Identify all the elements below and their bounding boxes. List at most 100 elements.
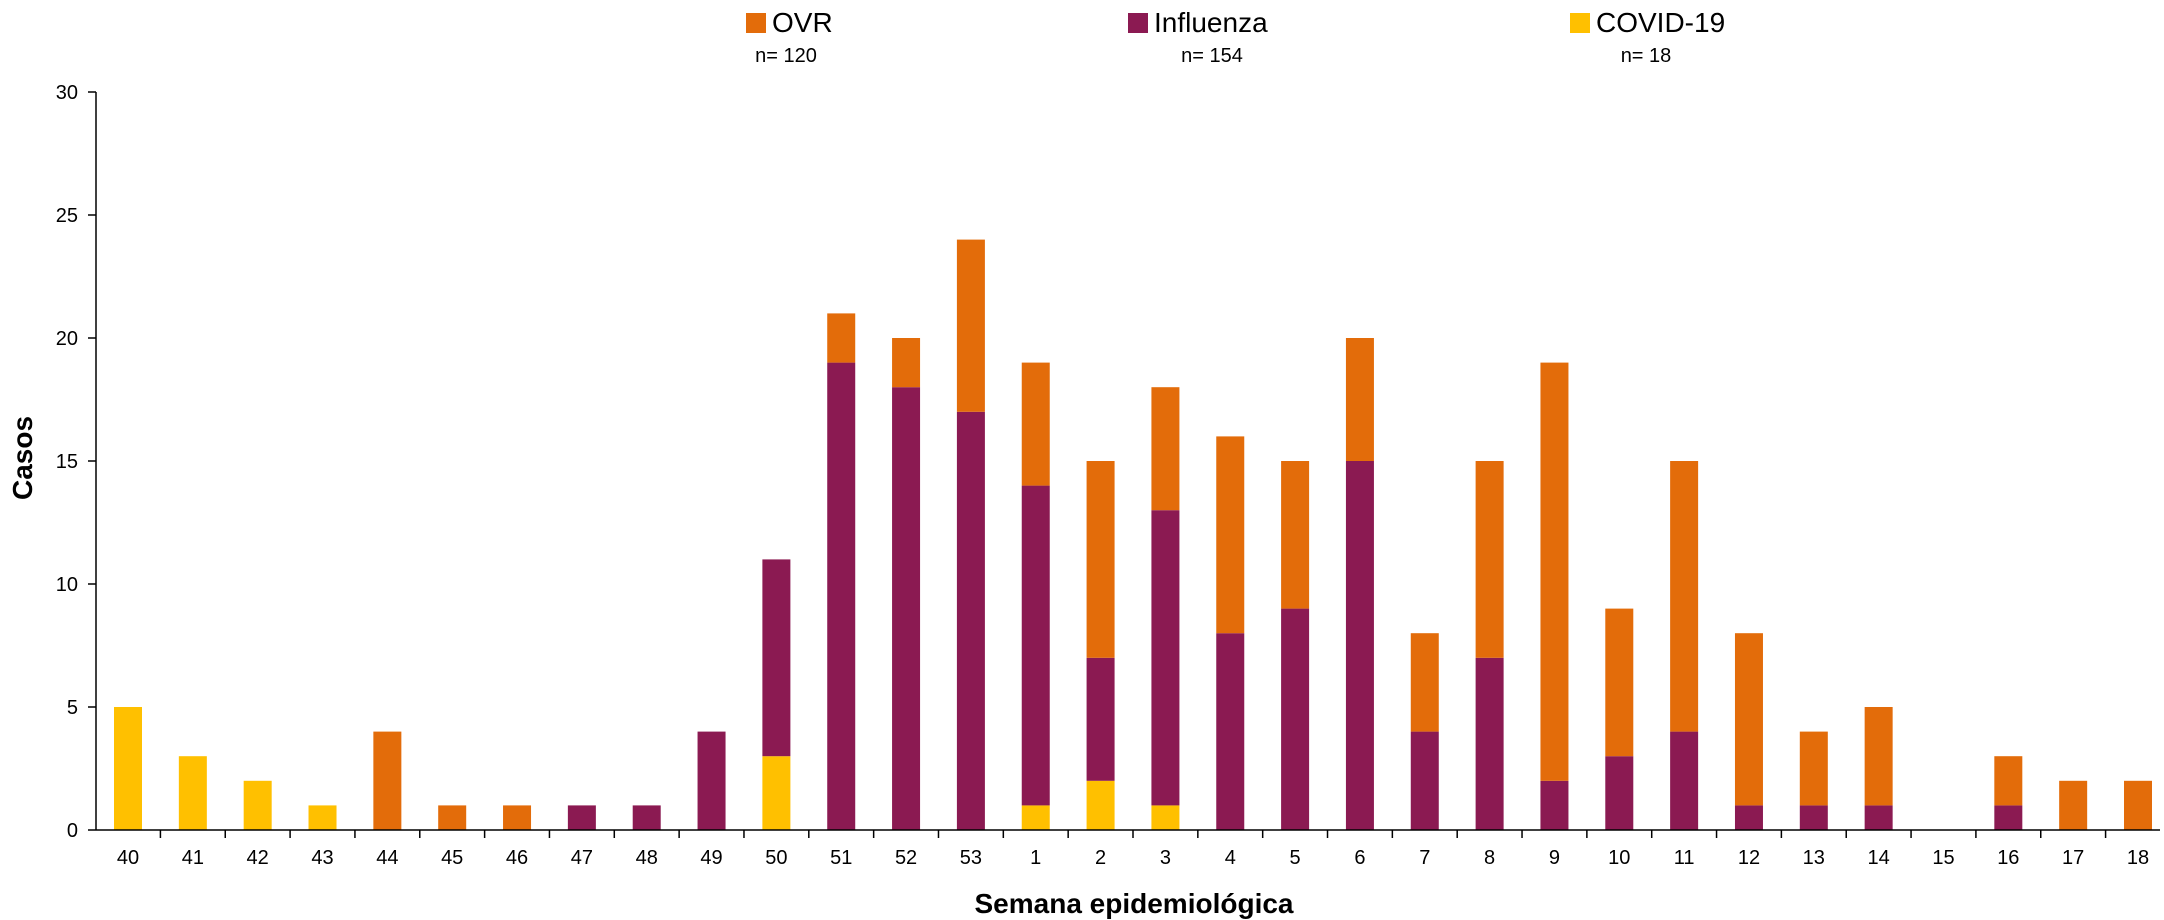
x-tick-label: 6 — [1354, 847, 1365, 869]
y-tick-label: 0 — [67, 820, 78, 842]
bar-segment-influenza — [632, 805, 661, 830]
x-tick-label: 51 — [830, 847, 852, 869]
bar-segment-influenza — [1216, 633, 1245, 830]
bar-segment-influenza — [1670, 731, 1699, 830]
bar-segment-ovr — [1345, 338, 1374, 461]
bar-segment-ovr — [1864, 707, 1893, 806]
bar-segment-ovr — [1021, 362, 1050, 486]
bar-segment-ovr — [1281, 461, 1310, 609]
bar-segment-ovr — [827, 313, 856, 363]
legend-swatch-ovr — [746, 13, 766, 33]
bar-segment-ovr — [1994, 756, 2023, 806]
legend-label-covid-19: COVID-19 — [1596, 7, 1725, 38]
y-axis-title: Casos — [7, 416, 38, 500]
x-tick-label: 8 — [1484, 847, 1495, 869]
bar-segment-covid-19 — [1021, 805, 1050, 830]
bar-segment-ovr — [1410, 633, 1439, 732]
legend-swatch-covid-19 — [1570, 13, 1590, 33]
legend-label-ovr: OVR — [772, 7, 833, 38]
x-tick-label: 46 — [506, 847, 528, 869]
y-tick-label: 25 — [56, 205, 78, 227]
x-tick-label: 7 — [1419, 847, 1430, 869]
x-tick-label: 18 — [2127, 847, 2149, 869]
legend-n-ovr: n= 120 — [755, 45, 817, 67]
x-tick-label: 48 — [636, 847, 658, 869]
bar-segment-ovr — [2124, 780, 2152, 830]
bar-segment-covid-19 — [308, 805, 337, 830]
bar-segment-influenza — [1799, 805, 1828, 830]
x-tick-label: 12 — [1738, 847, 1760, 869]
legend: OVR n= 120 Influenza n= 154 COVID-19 n= 18 — [746, 7, 1725, 67]
x-axis: 40 41 42 43 44 45 46 47 48 49 50 51 52 53 1 2 3 4 5 6 7 8 9 10 1… — [96, 829, 2160, 869]
bar-segment-ovr — [1475, 461, 1504, 658]
bar-segment-influenza — [1151, 510, 1180, 806]
bar-segment-influenza — [1345, 461, 1374, 830]
x-tick-label: 4 — [1225, 847, 1236, 869]
x-tick-label: 47 — [571, 847, 593, 869]
bar-segment-ovr — [438, 805, 467, 830]
bar-segment-ovr — [373, 731, 402, 830]
bar-segment-influenza — [1021, 485, 1050, 806]
bar-segment-covid-19 — [114, 707, 142, 830]
x-tick-label: 50 — [765, 847, 787, 869]
bars — [114, 239, 2152, 830]
bar-segment-ovr — [1799, 731, 1828, 806]
bar-segment-influenza — [892, 387, 921, 830]
x-tick-label: 9 — [1549, 847, 1560, 869]
bar-segment-influenza — [1410, 731, 1439, 830]
bar-segment-influenza — [762, 559, 791, 757]
bar-segment-covid-19 — [243, 780, 272, 830]
bar-segment-ovr — [1216, 436, 1245, 634]
x-tick-label: 52 — [895, 847, 917, 869]
x-tick-label: 41 — [182, 847, 204, 869]
x-tick-label: 17 — [2062, 847, 2084, 869]
x-tick-label: 42 — [247, 847, 269, 869]
x-tick-label: 16 — [1997, 847, 2019, 869]
x-tick-label: 1 — [1030, 847, 1041, 869]
x-tick-label: 3 — [1160, 847, 1171, 869]
bar-segment-covid-19 — [1151, 805, 1180, 830]
bar-segment-influenza — [956, 411, 985, 830]
y-tick-label: 20 — [56, 328, 78, 350]
bar-segment-influenza — [1475, 657, 1504, 830]
x-tick-label: 11 — [1674, 847, 1695, 869]
y-tick-label: 5 — [67, 697, 78, 719]
bar-segment-influenza — [1086, 657, 1115, 781]
y-tick-label: 15 — [56, 451, 78, 473]
bar-segment-ovr — [503, 805, 532, 830]
x-tick-label: 45 — [441, 847, 463, 869]
x-tick-label: 2 — [1095, 847, 1106, 869]
x-axis-title: Semana epidemiológica — [975, 888, 1294, 919]
x-tick-label: 5 — [1290, 847, 1301, 869]
bar-segment-covid-19 — [762, 756, 791, 830]
x-tick-label: 15 — [1932, 847, 1954, 869]
bar-segment-influenza — [1864, 805, 1893, 830]
bar-segment-influenza — [1281, 608, 1310, 830]
x-tick-label: 49 — [700, 847, 722, 869]
bar-segment-ovr — [956, 239, 985, 412]
bar-segment-influenza — [827, 362, 856, 830]
bar-segment-ovr — [1670, 461, 1699, 732]
bar-segment-ovr — [1086, 461, 1115, 658]
y-axis: 0 5 10 15 20 25 30 — [56, 82, 97, 842]
bar-segment-influenza — [697, 731, 726, 830]
bar-segment-influenza — [1540, 780, 1569, 830]
bar-segment-ovr — [1540, 362, 1569, 781]
legend-n-covid-19: n= 18 — [1621, 45, 1672, 67]
x-tick-label: 53 — [960, 847, 982, 869]
y-tick-label: 10 — [56, 574, 78, 596]
bar-segment-ovr — [1151, 387, 1180, 511]
x-tick-label: 10 — [1608, 847, 1630, 869]
bar-segment-covid-19 — [178, 756, 207, 830]
bar-segment-ovr — [1734, 633, 1763, 806]
bar-segment-ovr — [1605, 608, 1634, 757]
bar-segment-influenza — [567, 805, 596, 830]
legend-label-influenza: Influenza — [1154, 7, 1268, 38]
x-tick-label: 14 — [1868, 847, 1890, 869]
legend-n-influenza: n= 154 — [1181, 45, 1243, 67]
x-tick-label: 43 — [311, 847, 333, 869]
x-tick-label: 13 — [1803, 847, 1825, 869]
bar-segment-influenza — [1734, 805, 1763, 830]
y-tick-label: 30 — [56, 82, 78, 104]
